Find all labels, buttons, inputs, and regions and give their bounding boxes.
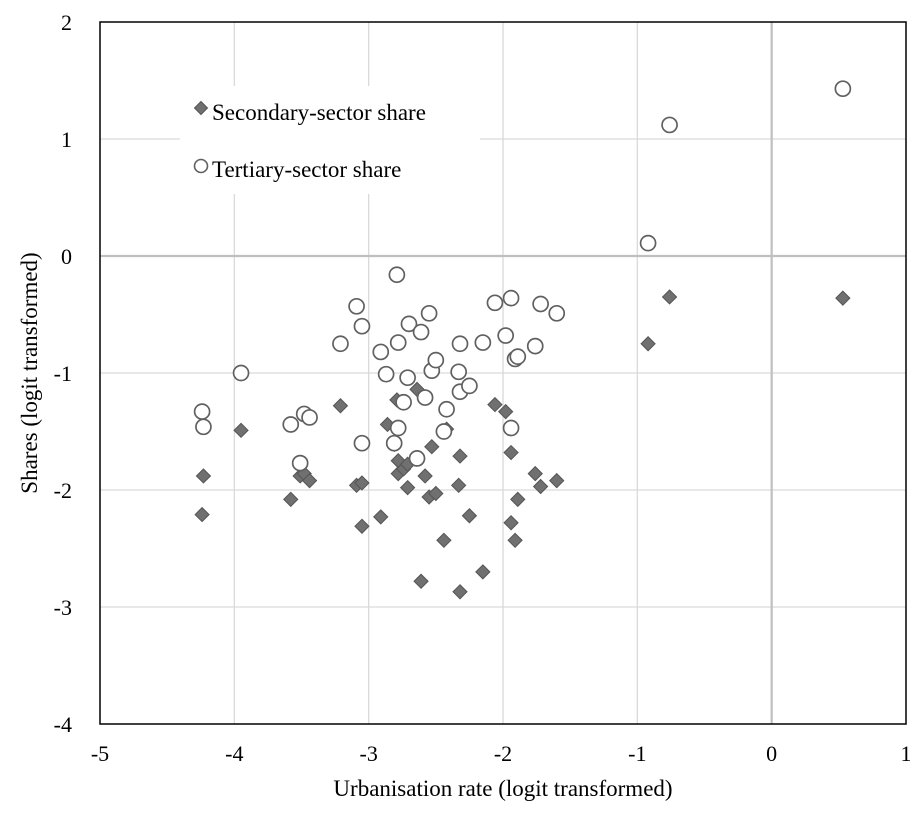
y-tick-label: -4: [54, 712, 72, 737]
data-point-circle: [391, 335, 406, 350]
data-point-diamond: [504, 446, 518, 460]
data-point-circle: [504, 420, 519, 435]
data-point-diamond: [196, 469, 210, 483]
data-point-diamond: [641, 337, 655, 351]
data-point-circle: [418, 390, 433, 405]
data-point-circle: [387, 436, 402, 451]
data-point-diamond: [333, 399, 347, 413]
data-point-circle: [391, 420, 406, 435]
legend-item-secondary: Secondary-sector share: [195, 100, 426, 125]
data-point-diamond: [534, 479, 548, 493]
legend-label-tertiary: Tertiary-sector share: [212, 157, 401, 182]
data-point-circle: [533, 296, 548, 311]
x-tick-label: -3: [360, 741, 378, 766]
data-point-circle: [410, 451, 425, 466]
data-point-circle: [379, 367, 394, 382]
data-point-circle: [349, 299, 364, 314]
data-point-circle: [302, 410, 317, 425]
y-tick-label: 1: [61, 127, 72, 152]
legend: Secondary-sector share Tertiary-sector s…: [180, 86, 480, 194]
data-point-diamond: [528, 467, 542, 481]
data-point-diamond: [504, 516, 518, 530]
x-axis-title: Urbanisation rate (logit transformed): [333, 776, 672, 801]
data-point-diamond: [374, 510, 388, 524]
y-tick-label: 0: [61, 244, 72, 269]
data-point-circle: [293, 456, 308, 471]
legend-label-secondary: Secondary-sector share: [212, 100, 426, 125]
data-point-circle: [487, 295, 502, 310]
y-axis-title: Shares (logit transformed): [17, 252, 42, 493]
data-point-circle: [439, 402, 454, 417]
data-point-circle: [373, 344, 388, 359]
data-point-diamond: [284, 492, 298, 506]
data-point-circle: [510, 349, 525, 364]
y-tick-label: 2: [61, 10, 72, 35]
x-tick-label: 1: [901, 741, 910, 766]
data-point-circle: [475, 335, 490, 350]
data-point-circle: [354, 436, 369, 451]
data-point-diamond: [476, 565, 490, 579]
y-tick-label: -2: [54, 478, 72, 503]
data-point-circle: [396, 395, 411, 410]
data-point-circle: [498, 328, 513, 343]
data-point-diamond: [511, 492, 525, 506]
data-point-diamond: [195, 508, 209, 522]
data-point-diamond: [355, 519, 369, 533]
data-point-diamond: [453, 585, 467, 599]
legend-item-tertiary: Tertiary-sector share: [195, 157, 402, 182]
data-point-diamond: [414, 574, 428, 588]
data-point-circle: [234, 366, 249, 381]
data-point-diamond: [488, 398, 502, 412]
data-point-diamond: [234, 423, 248, 437]
x-tick-label: -5: [91, 741, 109, 766]
data-point-diamond: [425, 440, 439, 454]
data-point-diamond: [836, 291, 850, 305]
data-point-circle: [504, 291, 519, 306]
data-point-diamond: [462, 509, 476, 523]
data-point-circle: [462, 378, 477, 393]
data-point-circle: [428, 353, 443, 368]
data-point-circle: [453, 336, 468, 351]
data-point-circle: [195, 404, 210, 419]
data-point-diamond: [453, 449, 467, 463]
data-point-diamond: [663, 290, 677, 304]
data-point-circle: [662, 117, 677, 132]
data-point-diamond: [401, 481, 415, 495]
data-point-circle: [400, 370, 415, 385]
data-point-diamond: [508, 533, 522, 547]
data-point-circle: [283, 417, 298, 432]
data-point-circle: [641, 236, 656, 251]
data-point-circle: [528, 339, 543, 354]
data-point-diamond: [437, 533, 451, 547]
data-point-circle: [196, 419, 211, 434]
x-tick-label: -1: [628, 741, 646, 766]
data-point-circle: [414, 325, 429, 340]
x-tick-label: -4: [225, 741, 243, 766]
data-point-circle: [389, 267, 404, 282]
data-point-diamond: [499, 405, 513, 419]
data-point-diamond: [550, 474, 564, 488]
data-point-circle: [835, 81, 850, 96]
data-point-circle: [549, 306, 564, 321]
data-point-diamond: [418, 469, 432, 483]
series-secondary-sector: [195, 290, 850, 599]
x-tick-label: -2: [494, 741, 512, 766]
data-point-circle: [333, 336, 348, 351]
data-point-circle: [436, 424, 451, 439]
x-tick-label: 0: [766, 741, 777, 766]
data-point-circle: [354, 319, 369, 334]
data-point-circle: [422, 306, 437, 321]
y-tick-label: -3: [54, 595, 72, 620]
legend-marker-circle: [195, 160, 208, 173]
y-tick-label: -1: [54, 361, 72, 386]
data-point-circle: [451, 364, 466, 379]
